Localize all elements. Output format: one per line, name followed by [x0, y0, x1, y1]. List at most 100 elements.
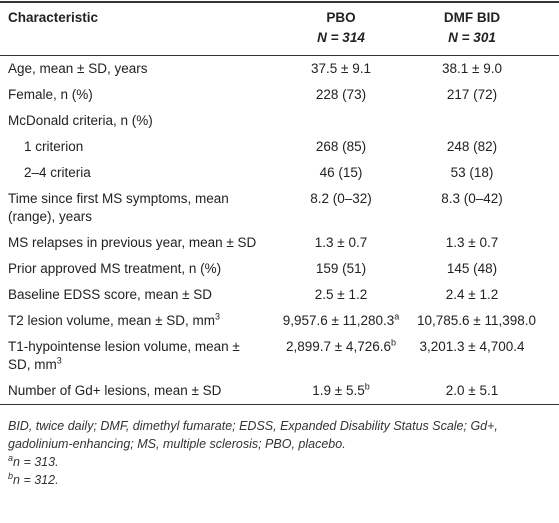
table-row: 1 criterion 268 (85) 248 (82): [0, 134, 559, 160]
table-cell: 8.3 (0–42): [417, 186, 559, 230]
cell-text: 268 (85): [315, 139, 367, 154]
table-cell: [265, 108, 417, 134]
table-row: Time since first MS symptoms, mean (rang…: [0, 186, 559, 230]
n-value: = 314: [330, 30, 365, 45]
n-symbol: N: [448, 30, 458, 45]
table-row: McDonald criteria, n (%): [0, 108, 559, 134]
header-text: DMF BID: [443, 10, 501, 25]
table-cell: 1.9 ± 5.5b: [265, 378, 417, 405]
header-cell: DMF BID N = 301: [417, 2, 559, 56]
table-cell: 159 (51): [265, 256, 417, 282]
header-cell: Characteristic: [0, 2, 265, 56]
table-cell: 2.4 ± 1.2: [417, 282, 559, 308]
cell-text: Number of Gd+ lesions, mean ± SD: [8, 383, 222, 398]
table-cell: Female, n (%): [0, 82, 265, 108]
cell-text: Prior approved MS treatment, n (%): [8, 261, 222, 276]
table-cell: [417, 108, 559, 134]
cell-text: 2.5 ± 1.2: [314, 287, 368, 302]
superscript: a: [394, 311, 400, 322]
cell-text: 159 (51): [315, 261, 367, 276]
cell-text: 37.5 ± 9.1: [311, 61, 371, 76]
table-cell: T1-hypointense lesion volume, mean ± SD,…: [0, 334, 265, 378]
n-value: = 301: [461, 30, 496, 45]
cell-text: Female, n (%): [8, 87, 93, 102]
table-cell: 268 (85): [265, 134, 417, 160]
cell-text: MS relapses in previous year, mean ± SD: [8, 235, 257, 250]
table-row: T2 lesion volume, mean ± SD, mm3 9,957.6 …: [0, 308, 559, 334]
cell-text: McDonald criteria, n (%): [8, 113, 153, 128]
table-cell: 1 criterion: [0, 134, 265, 160]
table-cell: 1.3 ± 0.7: [265, 230, 417, 256]
table-cell: 145 (48): [417, 256, 559, 282]
cell-text: 8.3 (0–42): [441, 191, 503, 206]
header-text: PBO: [326, 10, 356, 25]
table-cell: 1.3 ± 0.7: [417, 230, 559, 256]
table-cell: 248 (82): [417, 134, 559, 160]
table-row: Baseline EDSS score, mean ± SD 2.5 ± 1.2 2…: [0, 282, 559, 308]
table-row: 2–4 criteria 46 (15) 53 (18): [0, 160, 559, 186]
cell-text: 53 (18): [450, 165, 494, 180]
table-cell: 2–4 criteria: [0, 160, 265, 186]
cell-text: 1.9 ± 5.5: [312, 383, 365, 398]
table-cell: 3,201.3 ± 4,700.4: [417, 334, 559, 378]
table-cell: 53 (18): [417, 160, 559, 186]
cell-text: 217 (72): [446, 87, 498, 102]
table-row: Female, n (%) 228 (73) 217 (72): [0, 82, 559, 108]
footnote-mark: b: [8, 470, 14, 481]
cell-text: 1.3 ± 0.7: [314, 235, 368, 250]
table-cell: Number of Gd+ lesions, mean ± SD: [0, 378, 265, 405]
superscript: b: [390, 337, 396, 348]
superscript: 3: [56, 355, 62, 366]
cell-text: 9,957.6 ± 11,280.3: [282, 313, 395, 328]
cell-text: 1 criterion: [24, 139, 84, 154]
cell-text: Age, mean ± SD, years: [8, 61, 148, 76]
table-cell: MS relapses in previous year, mean ± SD: [0, 230, 265, 256]
table-cell: Time since first MS symptoms, mean (rang…: [0, 186, 265, 230]
table-cell: 46 (15): [265, 160, 417, 186]
table-row: MS relapses in previous year, mean ± SD 1…: [0, 230, 559, 256]
table-cell: 38.1 ± 9.0: [417, 56, 559, 83]
table-body: Age, mean ± SD, years 37.5 ± 9.1 38.1 ± 9.…: [0, 56, 559, 405]
superscript: 3: [214, 311, 220, 322]
table-cell: Baseline EDSS score, mean ± SD: [0, 282, 265, 308]
cell-text: 228 (73): [315, 87, 367, 102]
table-cell: 8.2 (0–32): [265, 186, 417, 230]
table-cell: 228 (73): [265, 82, 417, 108]
table-header: Characteristic PBO N = 314 DMF BID N = 301: [0, 2, 559, 56]
cell-text: 2.0 ± 5.1: [445, 383, 499, 398]
table-row: Number of Gd+ lesions, mean ± SD 1.9 ± 5.…: [0, 378, 559, 405]
footnote-mark: a: [8, 452, 14, 463]
n-symbol: N: [317, 30, 327, 45]
table-cell: Age, mean ± SD, years: [0, 56, 265, 83]
cell-text: 2.4 ± 1.2: [445, 287, 499, 302]
cell-text: 145 (48): [446, 261, 498, 276]
table-cell: T2 lesion volume, mean ± SD, mm3: [0, 308, 265, 334]
cell-text: 248 (82): [446, 139, 498, 154]
cell-text: 38.1 ± 9.0: [442, 61, 502, 76]
table-cell: 10,785.6 ± 11,398.0: [417, 308, 559, 334]
table-cell: 37.5 ± 9.1: [265, 56, 417, 83]
table-cell: Prior approved MS treatment, n (%): [0, 256, 265, 282]
footnote: an = 313.: [8, 453, 551, 471]
footnotes: BID, twice daily; DMF, dimethyl fumarate…: [0, 405, 559, 489]
cell-text: T1-hypointense lesion volume, mean ± SD,…: [8, 339, 240, 372]
table-cell: 2,899.7 ± 4,726.6b: [265, 334, 417, 378]
cell-text: 1.3 ± 0.7: [445, 235, 499, 250]
abbreviations: BID, twice daily; DMF, dimethyl fumarate…: [8, 419, 498, 451]
cell-text: T2 lesion volume, mean ± SD, mm: [8, 313, 215, 328]
table-cell: 217 (72): [417, 82, 559, 108]
cell-text: 3,201.3 ± 4,700.4: [419, 339, 525, 354]
cell-text: Baseline EDSS score, mean ± SD: [8, 287, 212, 302]
table-row: Age, mean ± SD, years 37.5 ± 9.1 38.1 ± 9.…: [0, 56, 559, 83]
cell-text: 2–4 criteria: [24, 165, 91, 180]
cell-text: 8.2 (0–32): [310, 191, 372, 206]
table-cell: 2.5 ± 1.2: [265, 282, 417, 308]
footnote-text: n = 312.: [13, 473, 59, 487]
cell-text: Time since first MS symptoms, mean (rang…: [8, 191, 229, 224]
superscript: b: [364, 381, 370, 392]
cell-text: 2,899.7 ± 4,726.6: [285, 339, 391, 354]
table-row: T1-hypointense lesion volume, mean ± SD,…: [0, 334, 559, 378]
header-cell: PBO N = 314: [265, 2, 417, 56]
footnote-text: n = 313.: [13, 455, 59, 469]
